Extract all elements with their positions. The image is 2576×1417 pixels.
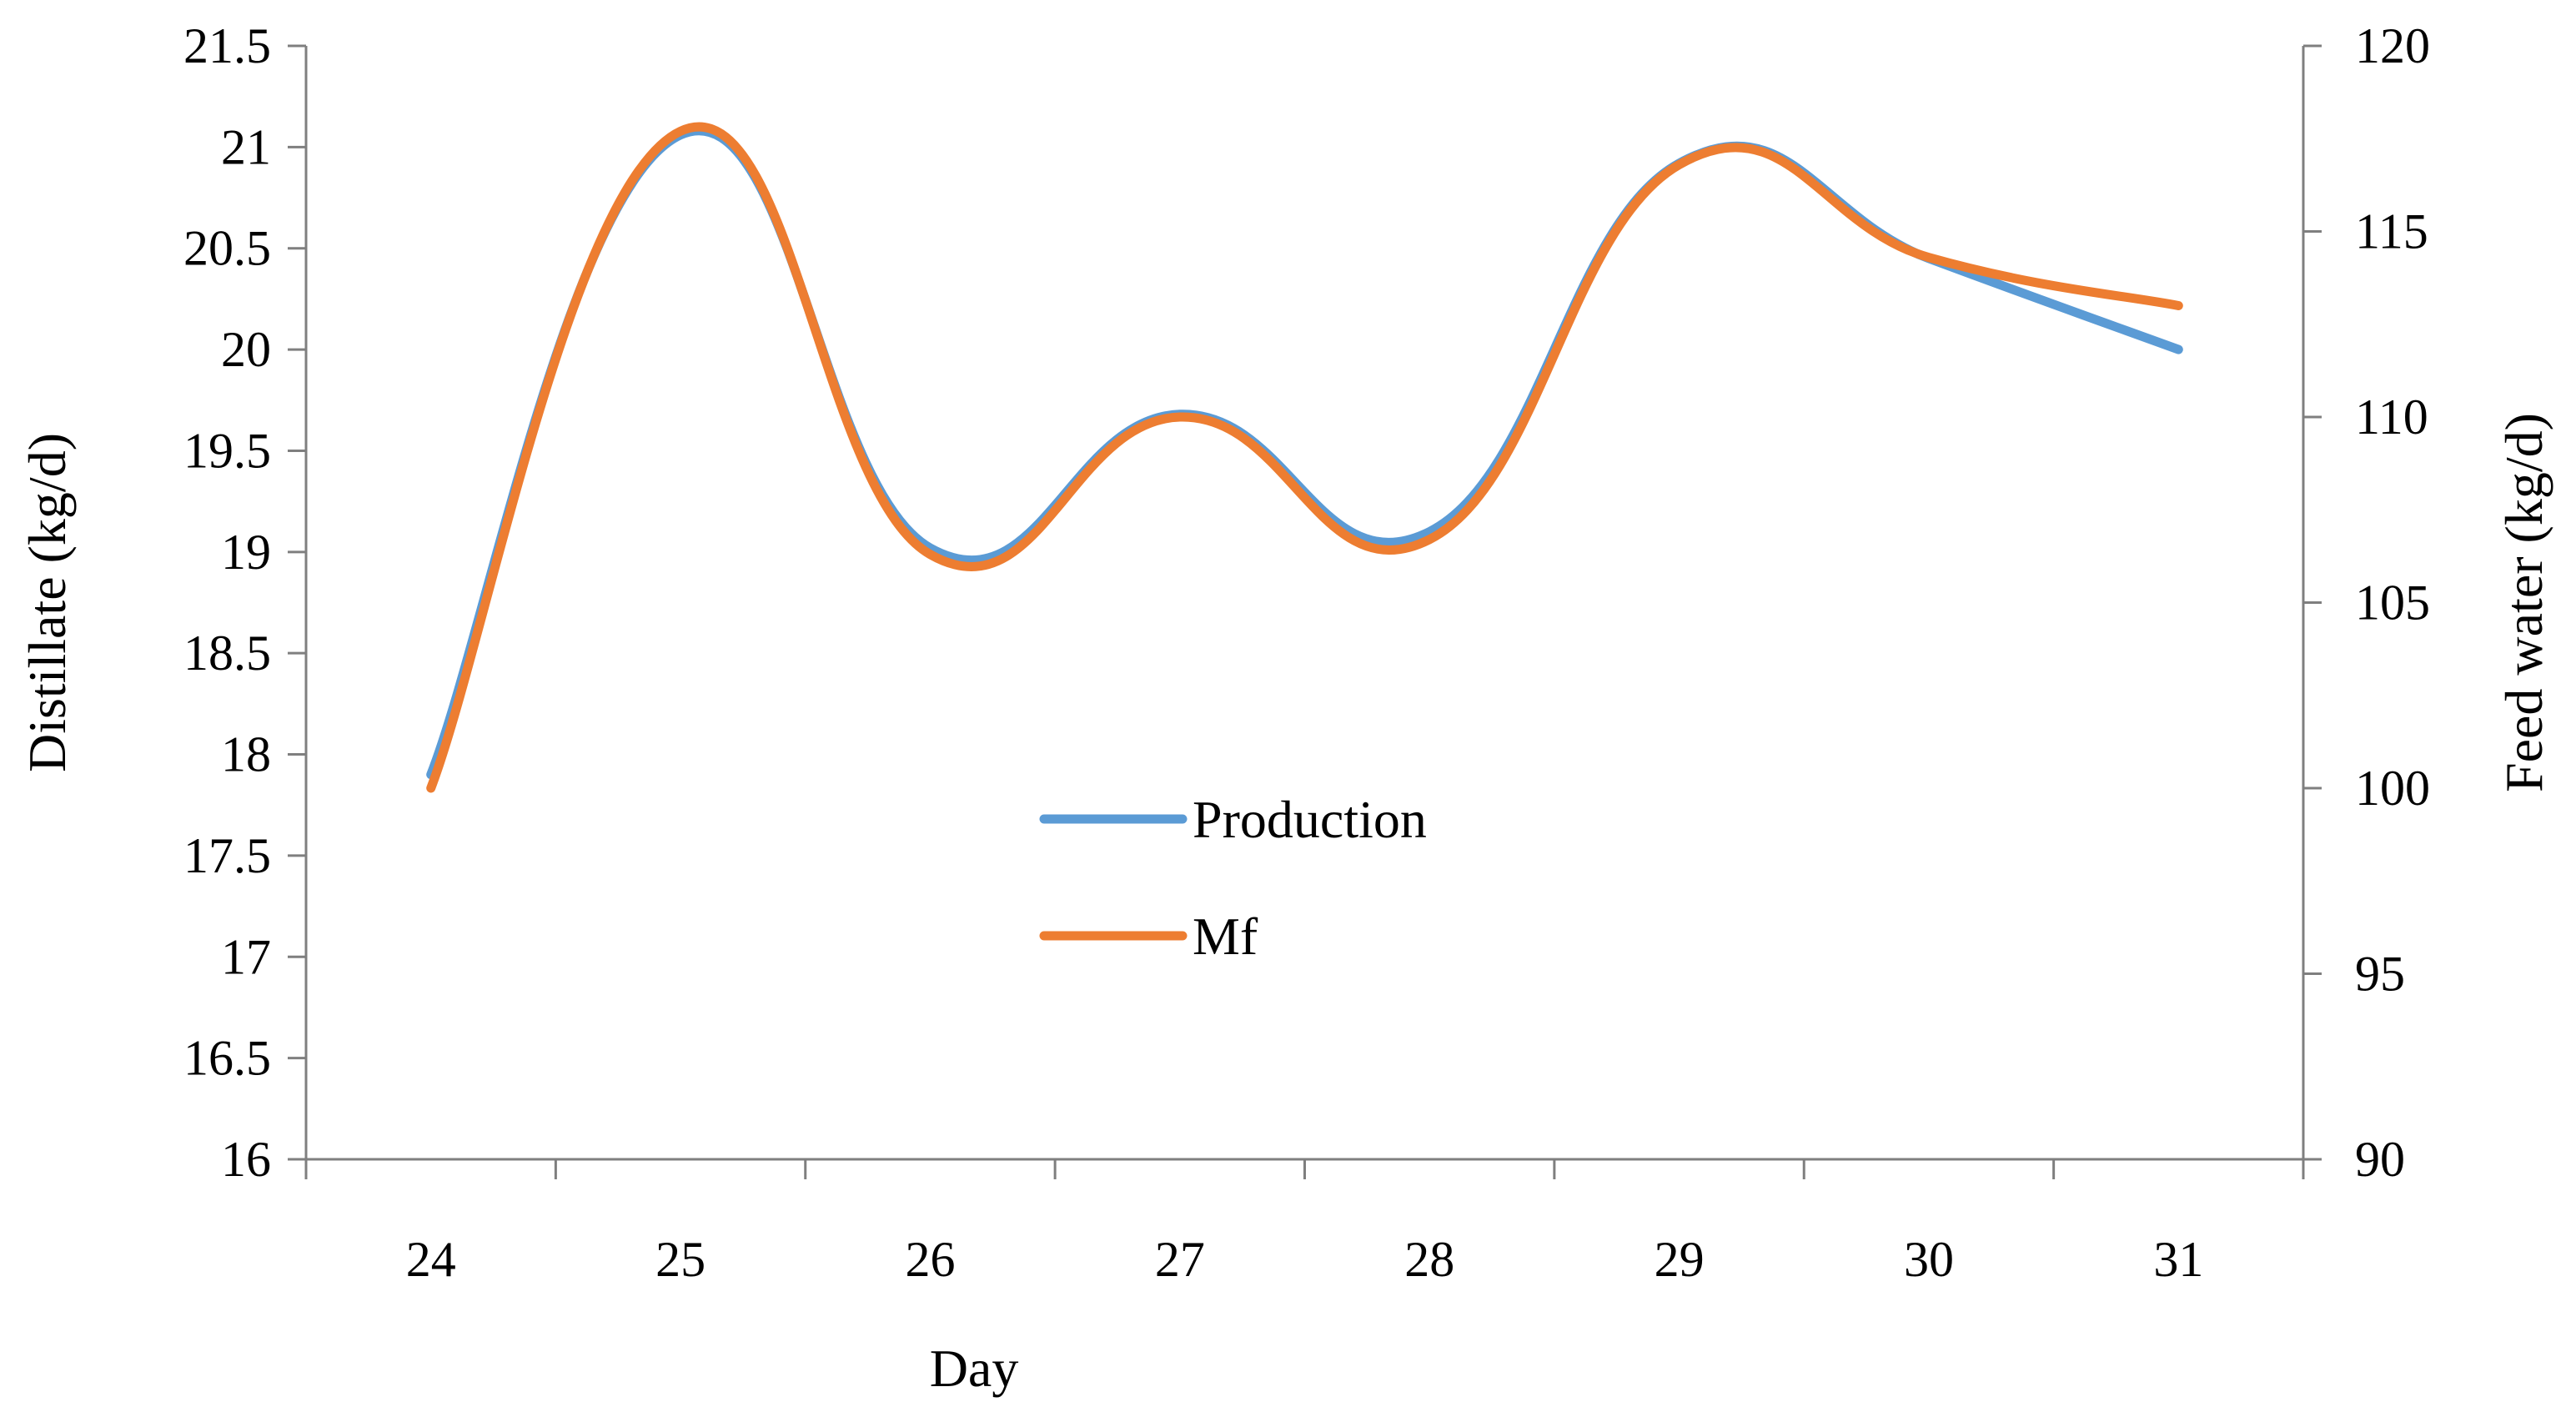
y-tick-label: 21.5 [183, 18, 271, 73]
x-tick-label: 29 [1655, 1232, 1705, 1287]
y2-tick-label: 90 [2355, 1132, 2405, 1187]
series-line-production [426, 126, 2183, 780]
y2-tick-label: 95 [2355, 947, 2405, 1002]
legend-label: Mf [1193, 907, 1258, 966]
y2-tick-label: 105 [2355, 575, 2430, 631]
y2-tick-label: 100 [2355, 761, 2430, 816]
y-tick-label: 20 [221, 322, 271, 377]
x-tick-label: 31 [2153, 1232, 2203, 1287]
legend-label: Production [1193, 790, 1427, 849]
y-tick-label: 16 [221, 1132, 271, 1187]
x-tick-label: 30 [1904, 1232, 1954, 1287]
x-tick-label: 24 [406, 1232, 456, 1287]
x-tick-label: 27 [1155, 1232, 1205, 1287]
axes: 16 16.5 17 17.5 18 18.5 19 19.5 20 20.5 21 21.5 90 95… [183, 18, 2430, 1287]
y2-tick-label: 115 [2355, 204, 2428, 259]
y-tick-label: 21 [221, 119, 271, 174]
x-tick-label: 28 [1404, 1232, 1454, 1287]
y-tick-label: 19 [221, 525, 271, 580]
y-tick-label: 19.5 [183, 423, 271, 478]
y-tick-label: 16.5 [183, 1031, 271, 1086]
y2-tick-label: 110 [2355, 389, 2428, 445]
y-tick-label: 17 [221, 929, 271, 984]
y-tick-label: 17.5 [183, 828, 271, 883]
y2-axis-title: Feed water (kg/d) [2494, 413, 2553, 792]
legend: Production Mf [1039, 790, 1427, 966]
y-tick-label: 20.5 [183, 221, 271, 276]
series-layer [426, 122, 2183, 793]
x-tick-label: 25 [655, 1232, 706, 1287]
y2-tick-label: 120 [2355, 18, 2430, 73]
series-line-mf [426, 122, 2183, 793]
y-tick-label: 18.5 [183, 626, 271, 681]
x-tick-label: 26 [905, 1232, 955, 1287]
x-axis-title: Day [930, 1339, 1019, 1398]
y-axis-title: Distillate (kg/d) [18, 433, 77, 772]
y-tick-label: 18 [221, 727, 271, 782]
